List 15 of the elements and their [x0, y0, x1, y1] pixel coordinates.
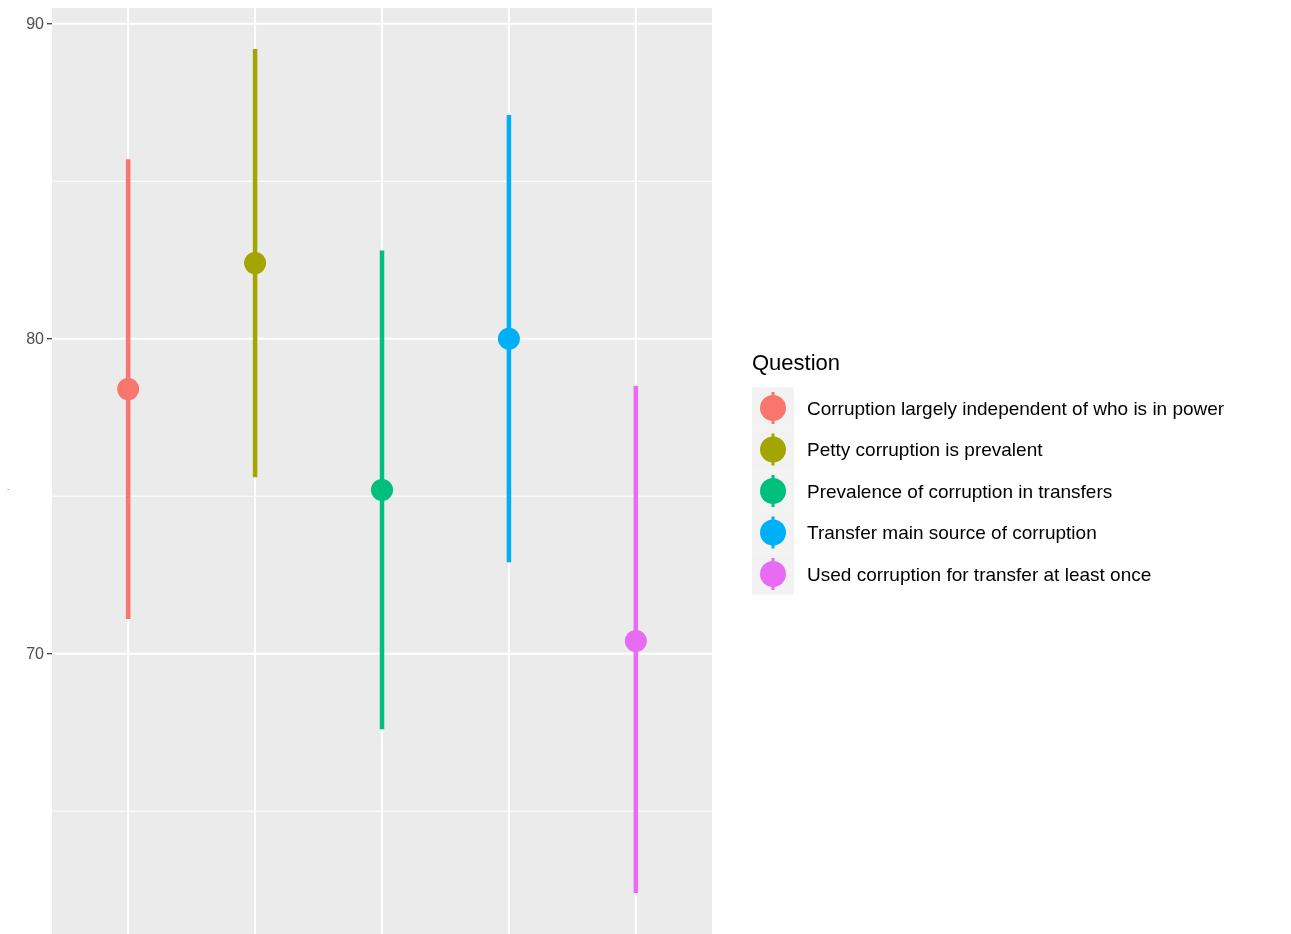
point [371, 478, 393, 501]
legend-title: Question [752, 350, 841, 375]
y-tick-label: 70 [26, 645, 45, 663]
point [497, 327, 520, 350]
y-axis-title: . [6, 483, 10, 492]
point [624, 630, 647, 653]
legend-label: Corruption largely independent of who is in power [807, 397, 1225, 419]
y-tick-label: 80 [26, 330, 45, 348]
point [117, 378, 140, 401]
legend-label: Transfer main source of corruption [807, 522, 1097, 544]
legend-label: Petty corruption is prevalent [807, 439, 1044, 461]
legend-label: Used corruption for transfer at least once [807, 563, 1152, 585]
y-tick-label: 90 [26, 15, 45, 33]
point [244, 252, 267, 275]
legend-label: Prevalence of corruption in transfers [807, 480, 1113, 502]
